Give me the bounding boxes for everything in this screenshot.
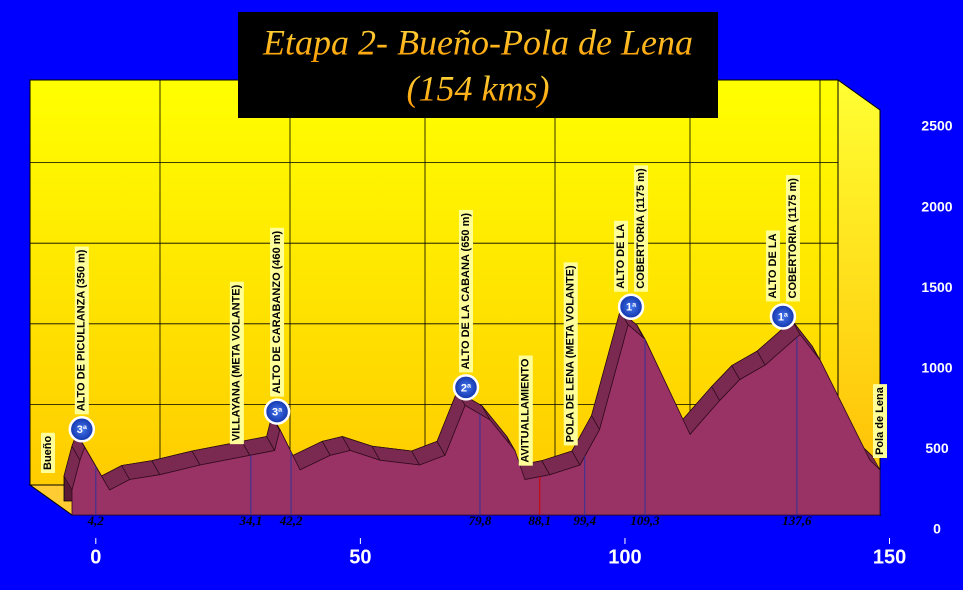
category-badge [263,398,291,425]
y-tick-label: 2500 [921,118,952,134]
km-label: 137,6 [782,513,812,528]
category-badge [68,416,96,443]
title-box [238,12,718,118]
category-label: 1ª [778,311,789,323]
plot: 0 500 1000 1500 2000 2500 0 50 100 150 4,2 3ª ALTO D… [30,118,953,568]
category-label: 3ª [272,406,283,418]
km-label: 99,4 [573,513,596,528]
annotation-bg [614,220,629,292]
annotation-label: COBERTORIA (1175 m) [635,168,647,289]
category-label: 3ª [77,424,88,436]
km-label: 88,1 [528,513,551,528]
annotation-bg [563,262,578,446]
annotation-label: ALTO DE LA [767,233,779,298]
annotation-label: Bueño [42,436,54,471]
annotation-label: ALTO DE PICULLANZA (350 m) [76,249,88,411]
x-tick-label: 50 [349,546,371,568]
category-badge [769,303,797,330]
chart-title: (154 kms) [407,68,550,108]
category-label: 1ª [626,302,637,314]
annotation-bg [458,209,473,373]
annotation-label: ALTO DE LA [615,224,627,289]
annotation-bg [765,230,780,302]
category-badge [452,374,480,401]
km-label: 109,3 [630,513,660,528]
km-label: 42,2 [279,513,303,528]
x-tick-label: 150 [873,546,906,568]
annotation-bg [74,246,89,415]
annotation-bg [270,227,285,397]
annotation-label: AVITUALLAMIENTO [520,358,532,463]
profile [71,324,881,516]
annotation-label: COBERTORIA (1175 m) [787,178,799,299]
category-badge [617,293,645,321]
annotation-label: POLA DE LENA (META VOLANTE) [565,265,577,442]
chart-title: Etapa 2- Bueño-Pola de Lena [262,22,693,62]
category-label: 2ª [461,382,472,394]
annotation-label: Pola de Lena [874,386,886,455]
km-label: 4,2 [87,513,105,528]
km-label: 79,8 [469,513,492,528]
annotation-bg [634,165,649,292]
y-tick-label: 1500 [921,279,952,295]
y-tick-label: 2000 [921,198,952,214]
annotation-bg [873,384,887,458]
annotation-label: VILLAYANA (META VOLANTE) [231,284,243,441]
y-tick-label: 0 [933,521,941,537]
annotation-bg [518,355,533,466]
annotation-bg [229,281,244,445]
y-tick-label: 1000 [921,360,952,376]
annotation-bg [785,175,800,302]
x-tick-label: 0 [90,546,101,568]
y-tick-label: 500 [925,440,949,456]
annotation-bg [41,432,55,473]
x-tick-label: 100 [608,546,641,568]
annotation-label: ALTO DE CARABANZO (460 m) [271,230,283,393]
km-label: 34,1 [238,513,262,528]
annotation-label: ALTO DE LA CABANA (650 m) [460,213,472,370]
